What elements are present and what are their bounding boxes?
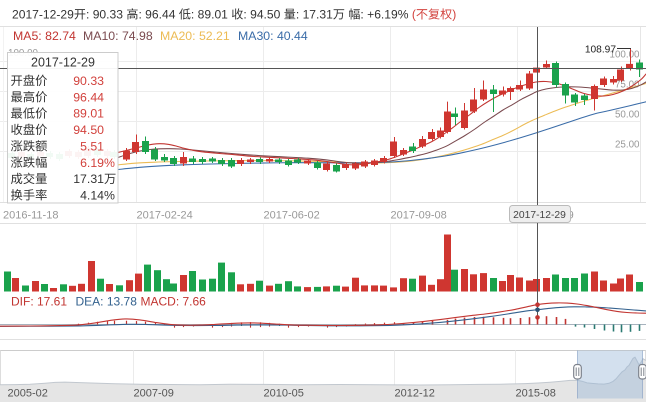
svg-text:MA10: 74.98: MA10: 74.98 bbox=[83, 29, 153, 43]
svg-text:%: % bbox=[104, 188, 115, 202]
svg-text:2016-11-18: 2016-11-18 bbox=[3, 210, 58, 222]
svg-text:2017-12-29: 2017-12-29 bbox=[513, 210, 566, 221]
svg-text:): ) bbox=[452, 8, 456, 22]
svg-text:2012-12: 2012-12 bbox=[395, 388, 435, 400]
svg-text:MA30: 40.44: MA30: 40.44 bbox=[238, 29, 308, 43]
svg-text:: 96.44: : 96.44 bbox=[138, 8, 175, 22]
svg-text:: +6.19%: : +6.19% bbox=[360, 8, 408, 22]
svg-text:108.97: 108.97 bbox=[585, 45, 616, 56]
svg-text:100.00: 100.00 bbox=[610, 50, 641, 61]
svg-text:89.01: 89.01 bbox=[73, 107, 104, 121]
svg-text:: 89.01: : 89.01 bbox=[191, 8, 228, 22]
svg-text:2017-06-02: 2017-06-02 bbox=[264, 210, 320, 222]
svg-text:2005-02: 2005-02 bbox=[8, 388, 48, 400]
svg-text:DEA: 13.78: DEA: 13.78 bbox=[76, 295, 138, 309]
svg-text:75.00: 75.00 bbox=[615, 80, 640, 91]
svg-text:2007-09: 2007-09 bbox=[134, 388, 174, 400]
svg-text:17.31: 17.31 bbox=[73, 172, 104, 186]
svg-text:2017-12-29: 2017-12-29 bbox=[31, 56, 95, 70]
svg-text:2015-08: 2015-08 bbox=[516, 388, 556, 400]
svg-text:6.19: 6.19 bbox=[80, 156, 104, 170]
svg-text:%: % bbox=[104, 156, 115, 170]
svg-text:MA20: 52.21: MA20: 52.21 bbox=[160, 29, 230, 43]
svg-text:2017-02-24: 2017-02-24 bbox=[137, 210, 193, 222]
svg-text:50.00: 50.00 bbox=[615, 110, 640, 121]
svg-text:: 94.50: : 94.50 bbox=[243, 8, 280, 22]
svg-text:96.44: 96.44 bbox=[73, 90, 104, 104]
svg-text:MACD: 7.66: MACD: 7.66 bbox=[141, 295, 207, 309]
svg-text:2017-09-08: 2017-09-08 bbox=[391, 210, 447, 222]
svg-text:2010-05: 2010-05 bbox=[264, 388, 304, 400]
svg-text:94.50: 94.50 bbox=[73, 123, 104, 137]
svg-text:25.00: 25.00 bbox=[615, 140, 640, 151]
svg-text:MA5: 82.74: MA5: 82.74 bbox=[13, 29, 76, 43]
svg-text:2017-12-29: 2017-12-29 bbox=[12, 8, 74, 22]
svg-text:: 17.31: : 17.31 bbox=[296, 8, 333, 22]
svg-text:DIF: 17.61: DIF: 17.61 bbox=[11, 295, 67, 309]
svg-text:90.33: 90.33 bbox=[73, 74, 104, 88]
svg-text:(: ( bbox=[412, 8, 416, 22]
svg-text:5.51: 5.51 bbox=[80, 139, 104, 153]
svg-text:: 90.33: : 90.33 bbox=[86, 8, 123, 22]
svg-text:4.14: 4.14 bbox=[80, 188, 104, 202]
